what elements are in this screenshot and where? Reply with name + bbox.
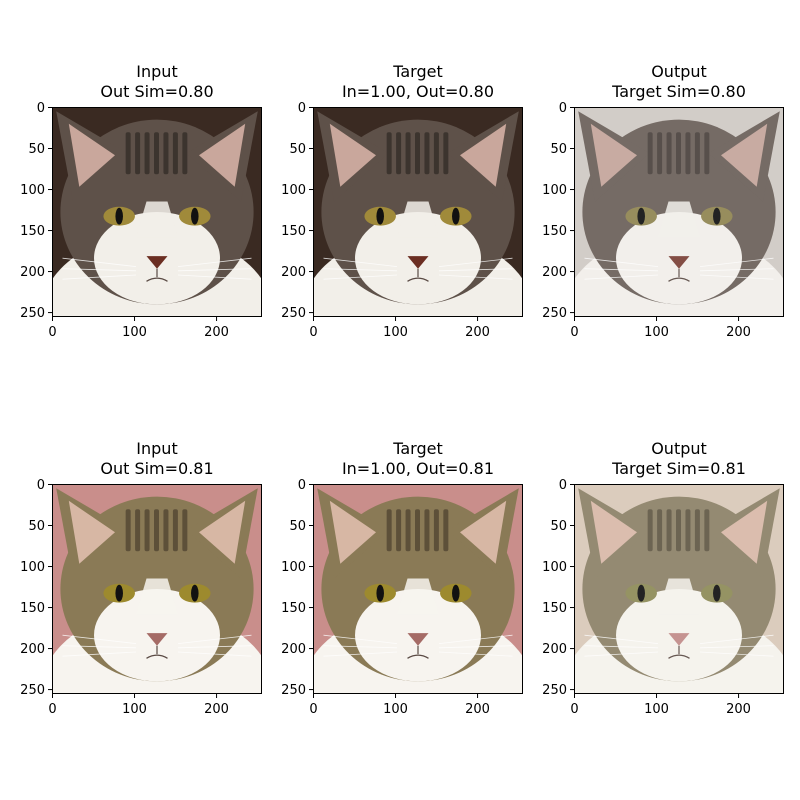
y-tick-label: 150 [20,224,45,239]
x-tick-label: 100 [383,325,408,340]
axes-frame [574,484,784,694]
y-tick-label: 0 [559,478,567,493]
x-tick-label: 200 [465,325,490,340]
panel-title: Output [651,439,707,458]
panel-subtitle: In=1.00, Out=0.81 [342,459,494,478]
x-tick-label: 100 [122,702,147,717]
x-tick-label: 0 [570,702,578,717]
x-tick-label: 0 [48,702,56,717]
y-tick-label: 250 [20,306,45,321]
panel-subtitle: Target Sim=0.80 [611,82,746,101]
x-tick-label: 200 [726,325,751,340]
y-tick-label: 100 [281,183,306,198]
y-tick-label: 250 [542,683,567,698]
axes-frame [52,484,262,694]
y-tick-label: 50 [28,142,45,157]
y-tick-label: 0 [37,101,45,116]
y-tick-label: 100 [542,183,567,198]
y-tick-label: 150 [20,601,45,616]
panel-title: Input [136,439,177,458]
panel-title: Output [651,62,707,81]
axes-frame [313,484,523,694]
x-tick-label: 100 [122,325,147,340]
y-tick-label: 100 [542,560,567,575]
axes-frame [313,107,523,317]
panel-title: Target [392,439,443,458]
x-tick-label: 200 [204,702,229,717]
y-tick-label: 0 [298,478,306,493]
x-tick-label: 200 [204,325,229,340]
x-tick-label: 0 [309,325,317,340]
cat-photo [52,484,262,694]
y-tick-label: 200 [20,265,45,280]
x-tick-label: 100 [644,702,669,717]
y-tick-label: 200 [281,642,306,657]
cat-photo [313,484,523,694]
y-tick-label: 150 [281,224,306,239]
y-tick-label: 200 [20,642,45,657]
y-tick-label: 250 [281,306,306,321]
y-tick-label: 250 [281,683,306,698]
y-tick-label: 0 [559,101,567,116]
y-tick-label: 150 [281,601,306,616]
y-tick-label: 50 [550,142,567,157]
y-tick-label: 50 [28,519,45,534]
y-tick-label: 50 [289,519,306,534]
y-tick-label: 0 [298,101,306,116]
x-tick-label: 0 [570,325,578,340]
y-tick-label: 200 [542,642,567,657]
y-tick-label: 200 [281,265,306,280]
panel-subtitle: Out Sim=0.80 [100,82,213,101]
cat-photo [574,484,784,694]
y-tick-label: 50 [550,519,567,534]
axes-frame [574,107,784,317]
panel-subtitle: In=1.00, Out=0.80 [342,82,494,101]
x-tick-label: 0 [309,702,317,717]
y-tick-label: 50 [289,142,306,157]
panel-title: Target [392,62,443,81]
y-tick-label: 200 [542,265,567,280]
cat-photo [313,107,523,317]
y-tick-label: 150 [542,601,567,616]
panel-subtitle: Out Sim=0.81 [100,459,213,478]
y-tick-label: 100 [281,560,306,575]
x-tick-label: 0 [48,325,56,340]
x-tick-label: 100 [644,325,669,340]
panel-title: Input [136,62,177,81]
y-tick-label: 100 [20,183,45,198]
y-tick-label: 250 [542,306,567,321]
x-tick-label: 200 [726,702,751,717]
axes-frame [52,107,262,317]
y-tick-label: 100 [20,560,45,575]
panel-subtitle: Target Sim=0.81 [611,459,746,478]
x-tick-label: 200 [465,702,490,717]
cat-photo [52,107,262,317]
cat-photo [574,107,784,317]
y-tick-label: 250 [20,683,45,698]
y-tick-label: 0 [37,478,45,493]
x-tick-label: 100 [383,702,408,717]
y-tick-label: 150 [542,224,567,239]
